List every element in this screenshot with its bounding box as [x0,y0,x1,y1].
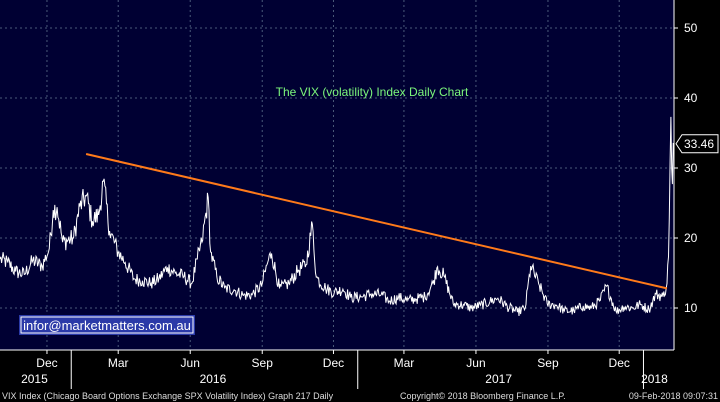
y-tick-label: 30 [684,161,698,175]
footer-source: VIX Index (Chicago Board Options Exchang… [2,391,334,401]
footer-copyright: Copyright© 2018 Bloomberg Finance L.P. [400,391,566,401]
watermark-box [19,315,195,335]
vix-series-line [0,116,675,316]
series-layer [0,116,675,316]
trendline-layer [85,153,668,290]
watermark-text: infor@marketmatters.com.au [23,318,191,333]
last-value-tag: 33.46 [675,134,719,154]
axis-layer: 10 20 30 40 50 Dec Mar Jun Sep Dec Mar Jun Sep Dec 201… [0,0,698,389]
x-month-label: Mar [108,356,129,370]
y-tick-label: 50 [684,21,698,35]
x-year-label: 2015 [21,372,48,386]
x-month-label: Jun [181,356,200,370]
footer-timestamp: 09-Feb-2018 09:07:31 [629,391,718,401]
x-year-label: 2016 [200,372,227,386]
x-month-label: Jun [466,356,485,370]
x-month-label: Mar [394,356,415,370]
x-month-label: Sep [252,356,274,370]
y-tick-label: 40 [684,91,698,105]
y-tick-label: 10 [684,301,698,315]
watermark: infor@marketmatters.com.au [19,315,195,335]
footer-bar [0,389,720,402]
last-value-box [675,134,719,154]
grid-layer [0,0,674,350]
watermark-inner-border [20,316,194,334]
x-year-label: 2018 [641,372,668,386]
x-month-label: Dec [323,356,344,370]
x-month-label: Dec [609,356,630,370]
plot-area [0,0,674,350]
x-month-label: Sep [537,356,559,370]
chart-title: The VIX (volatility) Index Daily Chart [276,85,469,99]
y-tick-label: 20 [684,231,698,245]
trendline [85,153,668,290]
x-year-label: 2017 [485,372,512,386]
last-value-label: 33.46 [684,137,714,151]
x-month-label: Dec [36,356,57,370]
